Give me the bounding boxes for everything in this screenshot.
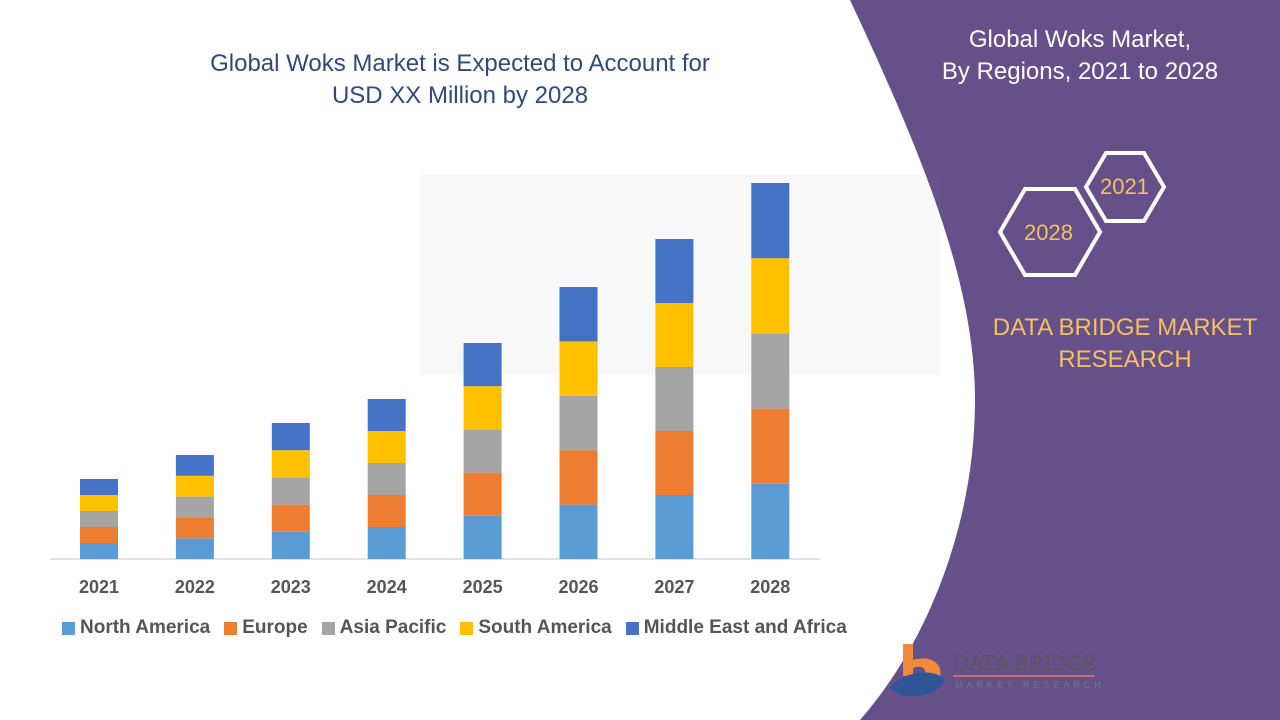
bar-2026-europe xyxy=(559,450,598,505)
legend-label: Asia Pacific xyxy=(339,617,447,638)
bar-2025-asia-pacific xyxy=(463,429,502,473)
x-tick-label: 2028 xyxy=(750,577,790,597)
data-bridge-logo: DATA BRIDGE MARKET RESEARCH xyxy=(885,640,1105,700)
bar-2028-north-america xyxy=(751,483,790,559)
legend-swatch xyxy=(625,621,639,635)
side-title-line-2: By Regions, 2021 to 2028 xyxy=(941,58,1219,85)
title-line-2: USD XX Million by 2028 xyxy=(331,82,589,109)
legend-label: Europe xyxy=(242,617,308,638)
hexagon-2021-icon xyxy=(1083,151,1167,223)
bar-2026-north-america xyxy=(559,504,598,559)
brand-text: DATA BRIDGE MARKET RESEARCH xyxy=(985,312,1265,376)
bar-2025-south-america xyxy=(463,386,502,430)
x-tick-label: 2024 xyxy=(367,577,407,597)
bar-2023-asia-pacific xyxy=(271,477,310,505)
bar-2026-asia-pacific xyxy=(559,395,598,451)
hexagon-2028-icon xyxy=(997,187,1103,277)
legend-swatch xyxy=(62,621,75,635)
chart-title: Global Woks Market is Expected to Accoun… xyxy=(150,48,770,112)
legend-item: Europe xyxy=(224,617,308,639)
bar-2023-north-america xyxy=(271,531,310,559)
bar-2021-middle-east-and-africa xyxy=(80,479,118,495)
legend-item: Middle East and Africa xyxy=(625,617,847,639)
logo-line-2: MARKET RESEARCH xyxy=(955,680,1105,690)
bar-2028-south-america xyxy=(751,258,790,334)
bar-2021-europe xyxy=(80,527,118,543)
bar-2022-north-america xyxy=(175,538,214,559)
bar-2022-middle-east-and-africa xyxy=(175,455,214,476)
bar-2027-north-america xyxy=(655,495,694,559)
side-title: Global Woks Market, By Regions, 2021 to … xyxy=(900,24,1260,88)
legend: North America Europe Asia Pacific South Ame… xyxy=(62,617,847,639)
bar-2024-south-america xyxy=(367,431,406,463)
bar-2025-north-america xyxy=(463,515,502,559)
legend-item: North America xyxy=(62,617,210,639)
x-tick-label: 2027 xyxy=(654,577,694,597)
legend-item: Asia Pacific xyxy=(321,617,447,639)
legend-label: Middle East and Africa xyxy=(643,617,847,638)
legend-swatch xyxy=(321,621,335,635)
bar-2025-middle-east-and-africa xyxy=(463,343,502,387)
bar-2027-south-america xyxy=(655,303,694,367)
legend-swatch xyxy=(460,621,474,635)
x-tick-label: 2023 xyxy=(271,577,311,597)
side-panel xyxy=(850,0,1280,720)
hex-label-2028: 2028 xyxy=(1024,220,1073,245)
legend-item: South America xyxy=(460,617,612,639)
legend-swatch xyxy=(224,621,238,635)
logo-line-1: DATA BRIDGE xyxy=(953,650,1096,675)
bar-2024-middle-east-and-africa xyxy=(367,399,406,431)
bar-2021-asia-pacific xyxy=(80,511,118,527)
bar-2027-asia-pacific xyxy=(655,367,694,431)
bar-2026-middle-east-and-africa xyxy=(559,287,598,342)
hex-label-2021: 2021 xyxy=(1100,174,1149,199)
bar-2028-asia-pacific xyxy=(751,333,790,409)
x-tick-label: 2025 xyxy=(463,577,503,597)
bar-2027-middle-east-and-africa xyxy=(655,239,694,303)
x-tick-label: 2021 xyxy=(79,577,119,597)
bar-2022-south-america xyxy=(175,475,214,497)
bar-2025-europe xyxy=(463,472,502,516)
bar-2024-europe xyxy=(367,495,406,527)
title-line-1: Global Woks Market is Expected to Accoun… xyxy=(210,50,710,77)
x-tick-label: 2022 xyxy=(175,577,215,597)
legend-label: North America xyxy=(80,617,211,638)
bar-2027-europe xyxy=(655,431,694,495)
x-tick-label: 2026 xyxy=(558,577,598,597)
bar-2028-europe xyxy=(751,408,790,484)
bar-2023-europe xyxy=(271,504,310,532)
bar-2024-north-america xyxy=(367,527,406,559)
bar-2028-middle-east-and-africa xyxy=(751,183,790,259)
side-title-line-1: Global Woks Market, xyxy=(968,26,1192,53)
bar-2022-europe xyxy=(175,517,214,539)
bar-2026-south-america xyxy=(559,341,598,396)
bar-2022-asia-pacific xyxy=(175,496,214,518)
bar-2021-north-america xyxy=(80,543,118,559)
brand-line-2: RESEARCH xyxy=(1058,346,1192,373)
legend-label: South America xyxy=(478,617,612,638)
bar-2023-middle-east-and-africa xyxy=(271,423,310,451)
bar-2024-asia-pacific xyxy=(367,463,406,495)
bar-2023-south-america xyxy=(271,450,310,478)
bar-2021-south-america xyxy=(80,495,118,511)
brand-line-1: DATA BRIDGE MARKET xyxy=(992,314,1258,341)
